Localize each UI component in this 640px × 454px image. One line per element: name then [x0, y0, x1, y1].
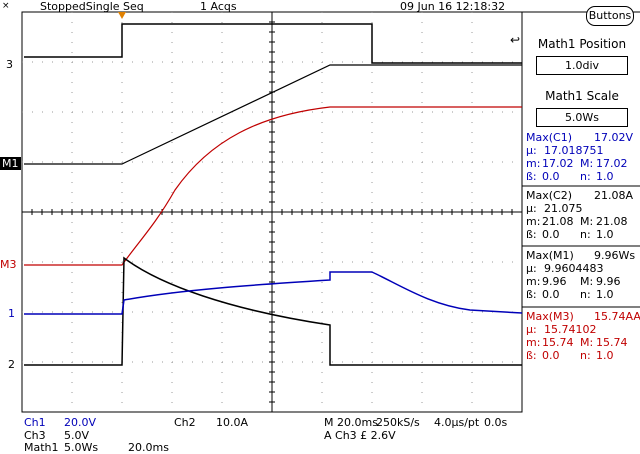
ch2-name: Ch2 [174, 416, 196, 429]
ch1-name: Ch1 [24, 416, 46, 429]
date-time: 09 Jun 16 12:18:32 [400, 0, 506, 13]
math1-scale-label: Math1 Scale [545, 89, 619, 103]
math1-name: Math1 [24, 441, 59, 454]
m1-marker: M1 [0, 157, 21, 170]
close-icon[interactable]: × [2, 1, 10, 11]
ch3-name: Ch3 [24, 429, 46, 442]
measurement-max-c2: Max(C2) 21.08A µ: 21.075 m: 21.08 M: 21.08 ß:… [526, 189, 634, 241]
traces [24, 23, 523, 366]
ch3-trace [24, 23, 522, 64]
math1-position-field[interactable]: 1.0div [536, 56, 628, 75]
resolution: 4.0µs/pt [434, 416, 480, 429]
math1-scale-field[interactable]: 5.0Ws [536, 108, 628, 127]
ch2-scale: 10.0A [216, 416, 249, 429]
measurement-max-m1: Max(M1) 9.96Ws µ: 9.9604483 m: 9.96 M: 9.96 ß… [526, 249, 636, 301]
ch2-marker: 2 [8, 358, 15, 371]
buttons-button[interactable]: Buttons [586, 6, 634, 26]
math1-position-label: Math1 Position [537, 37, 627, 51]
ch1-scale: 20.0V [64, 416, 97, 429]
ch2-trace [24, 256, 522, 366]
horizontal-offset: 0.0s [484, 416, 508, 429]
ch1-marker: 1 [8, 307, 15, 320]
ch3-marker: 3 [6, 58, 13, 71]
math3-trace [24, 106, 522, 266]
reference-arrow-icon: ↩ [510, 33, 521, 47]
trigger-setting: A Ch3 £ 2.6V [324, 429, 396, 442]
m3-marker: M3 [0, 258, 17, 271]
math1-time: 20.0ms [128, 441, 169, 454]
measurement-max-c1: Max(C1) 17.02V µ: 17.018751 m: 17.02 M: 17.02… [526, 131, 634, 183]
ch3-scale: 5.0V [64, 429, 90, 442]
ch1-trace [24, 271, 523, 315]
trigger-marker [118, 12, 126, 19]
acquisition-count: 1 Acqs [200, 0, 237, 13]
acquisition-status: StoppedSingle Seq [40, 0, 144, 13]
math1-scale: 5.0Ws [64, 441, 99, 454]
sample-rate: 250kS/s [376, 416, 420, 429]
measurement-max-m3: Max(M3)15.74AAs µ:15.74102 m:15.74M:15.7… [526, 310, 640, 362]
math1-trace [24, 64, 522, 165]
timebase: M 20.0ms [324, 416, 378, 429]
